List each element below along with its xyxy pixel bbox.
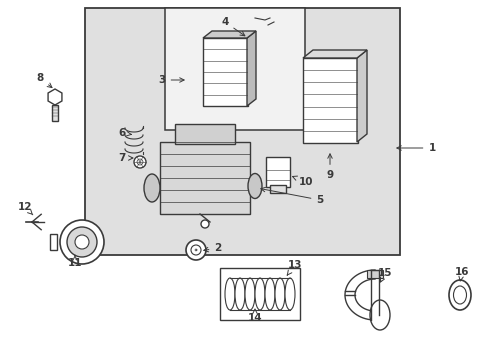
Circle shape [191, 245, 201, 255]
Bar [220, 268, 299, 320]
Ellipse shape [235, 278, 244, 310]
Ellipse shape [264, 278, 274, 310]
Circle shape [137, 159, 142, 165]
Text: 10: 10 [292, 176, 313, 187]
Bar [269, 185, 285, 193]
Circle shape [201, 220, 208, 228]
Text: 4: 4 [221, 17, 244, 36]
Text: 1: 1 [396, 143, 435, 153]
Bar [85, 8, 399, 255]
Circle shape [75, 235, 89, 249]
Text: 8: 8 [36, 73, 52, 87]
Text: 11: 11 [68, 255, 82, 268]
Circle shape [67, 227, 97, 257]
Text: 9: 9 [326, 154, 333, 180]
Ellipse shape [369, 300, 389, 330]
Text: 5: 5 [260, 187, 323, 205]
Polygon shape [356, 50, 366, 142]
Polygon shape [203, 31, 256, 38]
Text: 3: 3 [158, 75, 184, 85]
Ellipse shape [254, 278, 264, 310]
Polygon shape [303, 50, 366, 58]
Bar [164, 8, 305, 130]
Bar [160, 142, 249, 214]
Polygon shape [50, 234, 57, 250]
Text: 12: 12 [18, 202, 33, 215]
Bar [265, 157, 289, 187]
Ellipse shape [285, 278, 294, 310]
Ellipse shape [452, 286, 466, 304]
Circle shape [60, 220, 104, 264]
Text: 15: 15 [377, 268, 391, 282]
Bar [175, 124, 235, 144]
Bar [203, 38, 247, 106]
Bar [52, 105, 58, 121]
Ellipse shape [448, 280, 470, 310]
Ellipse shape [247, 174, 262, 198]
Bar [366, 270, 382, 278]
Ellipse shape [244, 278, 254, 310]
Text: 13: 13 [286, 260, 302, 275]
Text: 6: 6 [118, 128, 131, 138]
Ellipse shape [224, 278, 235, 310]
Circle shape [185, 240, 205, 260]
Polygon shape [246, 31, 256, 106]
Bar [303, 58, 357, 143]
Text: 16: 16 [454, 267, 468, 281]
Text: 14: 14 [247, 309, 262, 323]
Polygon shape [48, 89, 62, 105]
Text: 2: 2 [203, 243, 221, 253]
Ellipse shape [143, 174, 160, 202]
Ellipse shape [274, 278, 285, 310]
Circle shape [134, 156, 146, 168]
Text: 7: 7 [118, 153, 133, 163]
